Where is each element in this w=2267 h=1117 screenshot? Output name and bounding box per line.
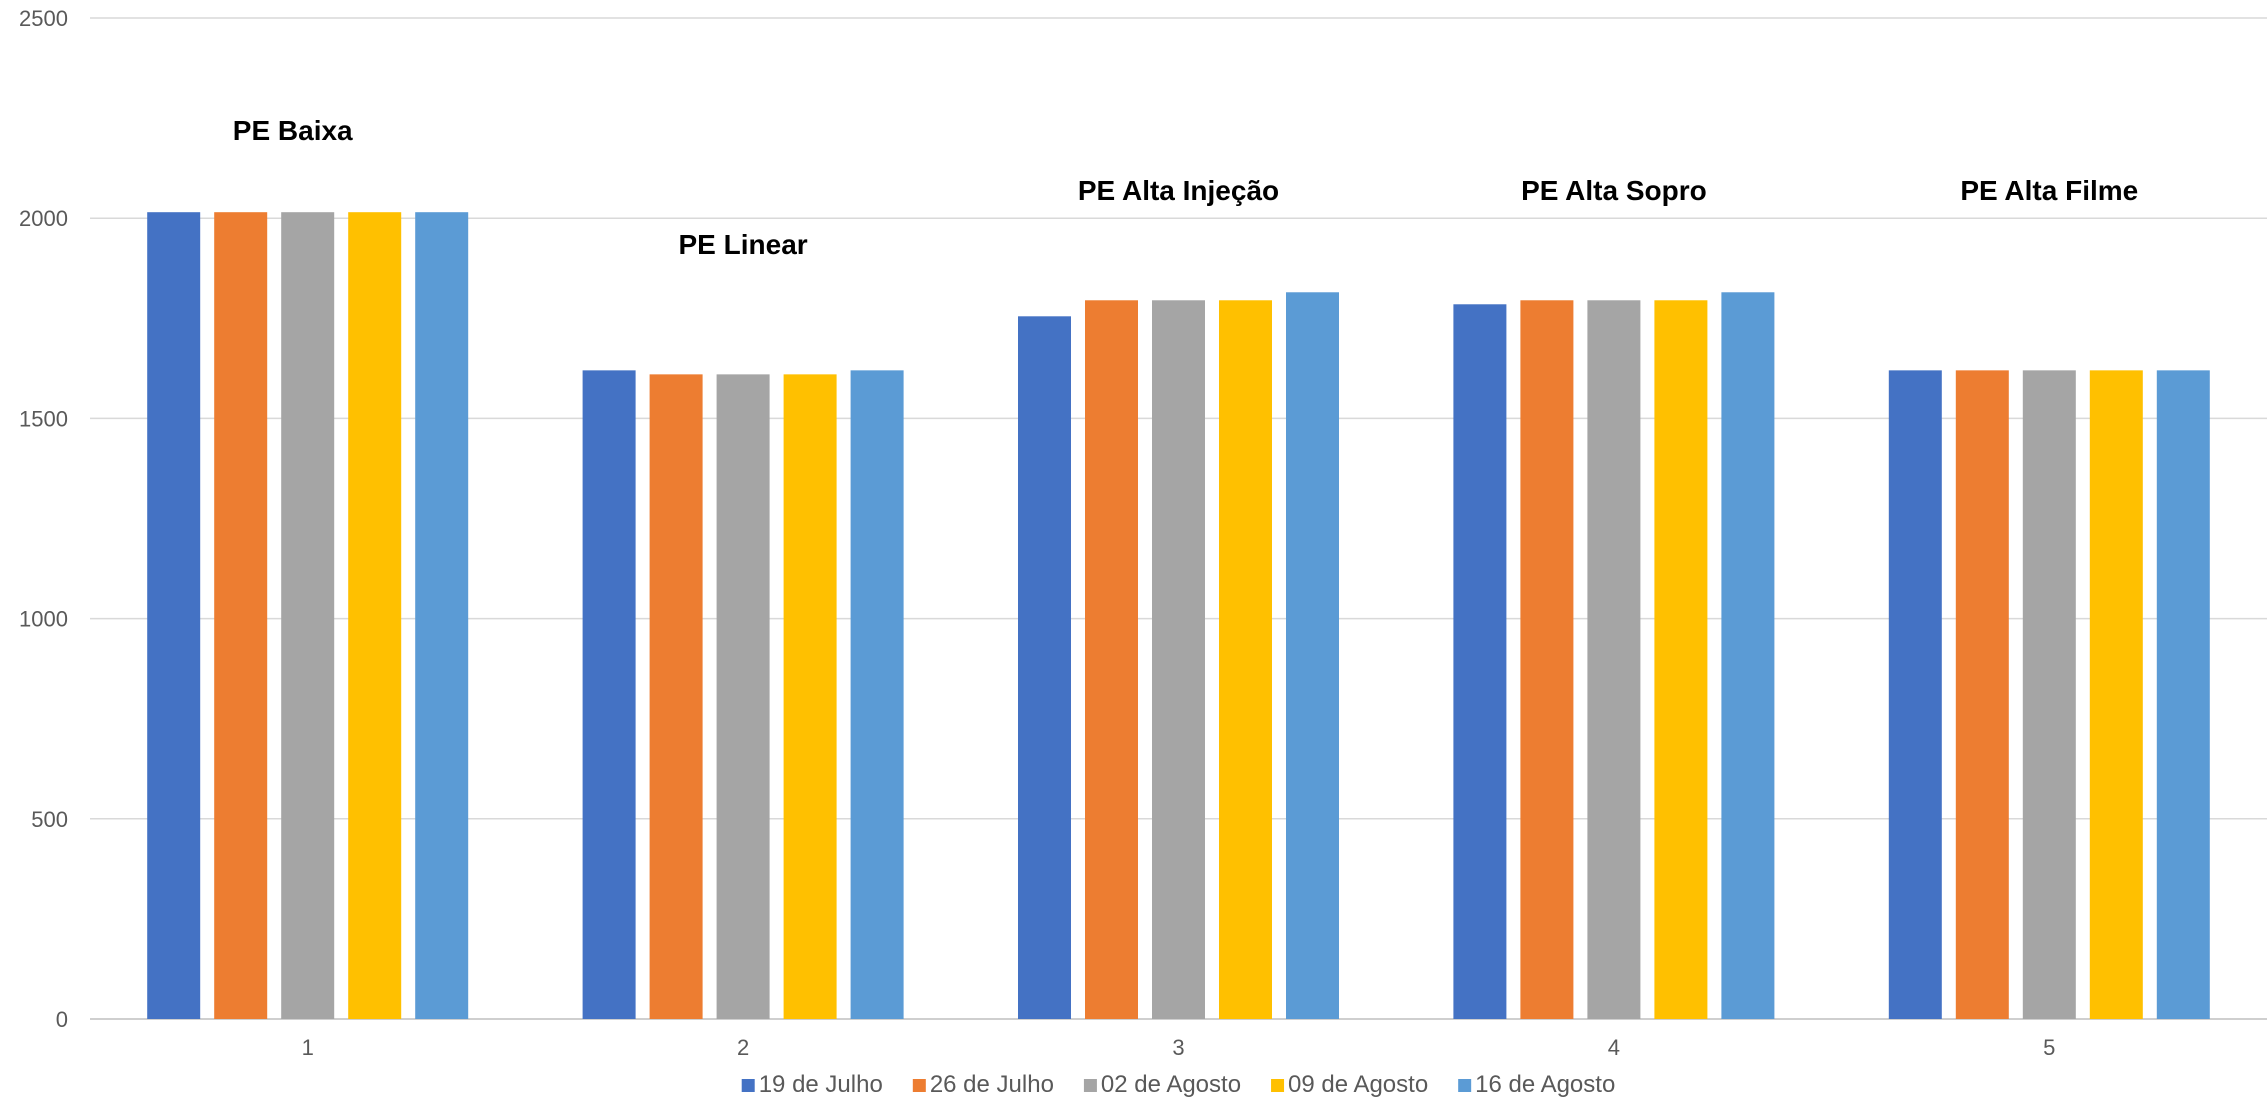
legend-item: 26 de Julho bbox=[912, 1071, 1054, 1098]
bar bbox=[1721, 292, 1775, 1019]
y-tick-label: 1000 bbox=[19, 607, 68, 632]
bar bbox=[1219, 300, 1272, 1020]
bar bbox=[2089, 370, 2143, 1019]
bar-group-annotation: PE Linear bbox=[679, 229, 808, 260]
y-tick-label: 2000 bbox=[19, 206, 68, 231]
bar bbox=[1955, 370, 2009, 1019]
bar bbox=[348, 212, 402, 1020]
bar bbox=[1286, 292, 1339, 1019]
bar bbox=[1152, 300, 1205, 1020]
bar-group-annotation: PE Baixa bbox=[233, 115, 353, 146]
legend: 19 de Julho 26 de Julho 02 de Agosto 09 de … bbox=[741, 1071, 1615, 1098]
bar bbox=[1587, 300, 1641, 1020]
legend-swatch bbox=[912, 1079, 926, 1092]
bar bbox=[1018, 316, 1071, 1020]
y-tick-label: 500 bbox=[31, 807, 68, 832]
bars bbox=[147, 212, 2210, 1020]
legend-item: 19 de Julho bbox=[741, 1071, 883, 1098]
x-axis-ticks: 1 2 3 4 5 bbox=[302, 1035, 2056, 1060]
x-tick-label: 5 bbox=[2043, 1035, 2055, 1060]
legend-item: 09 de Agosto bbox=[1271, 1071, 1428, 1098]
y-axis-ticks: 0 500 1000 1500 2000 2500 bbox=[19, 6, 68, 1032]
legend-swatch bbox=[1458, 1079, 1472, 1092]
bar-group-annotation: PE Alta Filme bbox=[1960, 175, 2138, 206]
bar bbox=[281, 212, 335, 1020]
bar bbox=[850, 370, 904, 1019]
legend-label: 02 de Agosto bbox=[1101, 1071, 1241, 1098]
y-tick-label: 1500 bbox=[19, 406, 68, 431]
legend-label: 26 de Julho bbox=[930, 1071, 1054, 1098]
bar bbox=[783, 374, 837, 1020]
x-tick-label: 4 bbox=[1608, 1035, 1620, 1060]
bar-group-annotation: PE Alta Injeção bbox=[1078, 175, 1279, 206]
bar bbox=[1654, 300, 1708, 1020]
legend-label: 16 de Agosto bbox=[1475, 1071, 1615, 1098]
legend-swatch bbox=[1083, 1079, 1097, 1092]
legend-item: 02 de Agosto bbox=[1083, 1071, 1241, 1098]
legend-label: 09 de Agosto bbox=[1288, 1071, 1428, 1098]
bar bbox=[1453, 304, 1507, 1019]
bar-group-annotation: PE Alta Sopro bbox=[1521, 175, 1707, 206]
bar bbox=[716, 374, 770, 1020]
bar bbox=[415, 212, 469, 1020]
bar bbox=[582, 370, 636, 1019]
legend-swatch bbox=[741, 1079, 755, 1092]
legend-swatch bbox=[1271, 1079, 1285, 1092]
x-tick-label: 3 bbox=[1172, 1035, 1184, 1060]
bar bbox=[147, 212, 201, 1020]
bar bbox=[1888, 370, 1942, 1019]
bar bbox=[214, 212, 268, 1020]
x-tick-label: 2 bbox=[737, 1035, 749, 1060]
y-tick-label: 0 bbox=[56, 1007, 68, 1032]
annotations: PE Baixa PE Linear PE Alta Injeção PE Alta … bbox=[233, 115, 2138, 260]
bar bbox=[649, 374, 703, 1020]
legend-label: 19 de Julho bbox=[759, 1071, 883, 1098]
bar bbox=[2022, 370, 2076, 1019]
x-tick-label: 1 bbox=[302, 1035, 314, 1060]
bar bbox=[2156, 370, 2210, 1019]
legend-item: 16 de Agosto bbox=[1458, 1071, 1615, 1098]
bar bbox=[1520, 300, 1574, 1020]
y-tick-label: 2500 bbox=[19, 6, 68, 31]
bar bbox=[1085, 300, 1138, 1020]
